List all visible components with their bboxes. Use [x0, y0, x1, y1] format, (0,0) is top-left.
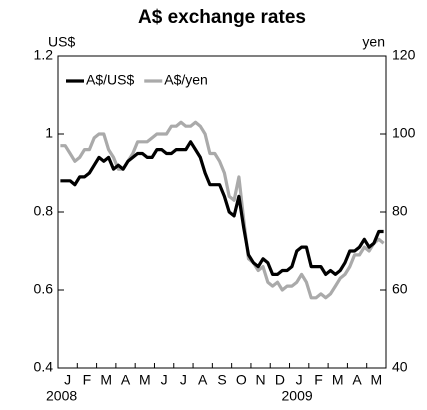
legend-label: A$/yen — [164, 72, 208, 88]
x-tick-label: A — [198, 372, 208, 388]
legend-label: A$/US$ — [86, 72, 134, 88]
x-tick-label: F — [314, 372, 323, 388]
y-tick-label: 0.6 — [34, 281, 54, 297]
series-line — [60, 120, 385, 300]
x-tick-label: D — [275, 372, 285, 388]
y2-tick-label: 120 — [392, 47, 416, 63]
year-label: 2008 — [46, 388, 77, 404]
x-tick-label: S — [217, 372, 226, 388]
y-tick-label: 0.8 — [34, 203, 54, 219]
y2-tick-label: 100 — [392, 125, 416, 141]
x-tick-label: M — [100, 372, 112, 388]
year-label: 2009 — [282, 388, 313, 404]
x-tick-label: A — [352, 372, 362, 388]
y2-axis-label: yen — [362, 34, 385, 50]
x-tick-label: J — [64, 372, 71, 388]
x-tick-label: O — [236, 372, 247, 388]
x-tick-label: J — [296, 372, 303, 388]
x-tick-label: F — [83, 372, 92, 388]
y2-tick-label: 80 — [392, 203, 408, 219]
x-tick-label: M — [139, 372, 151, 388]
y2-tick-label: 40 — [392, 359, 408, 375]
x-tick-label: J — [161, 372, 168, 388]
y2-tick-label: 60 — [392, 281, 408, 297]
y-axis-label: US$ — [48, 34, 75, 50]
y-tick-label: 0.4 — [34, 359, 54, 375]
x-tick-label: N — [256, 372, 266, 388]
chart-title: A$ exchange rates — [138, 7, 306, 28]
plot-frame — [57, 55, 387, 369]
x-tick-label: M — [371, 372, 383, 388]
x-tick-label: A — [121, 372, 131, 388]
y-tick-label: 1.2 — [34, 47, 54, 63]
x-tick-label: J — [180, 372, 187, 388]
y-tick-label: 1 — [45, 125, 53, 141]
x-tick-label: M — [332, 372, 344, 388]
series-line — [60, 140, 384, 276]
